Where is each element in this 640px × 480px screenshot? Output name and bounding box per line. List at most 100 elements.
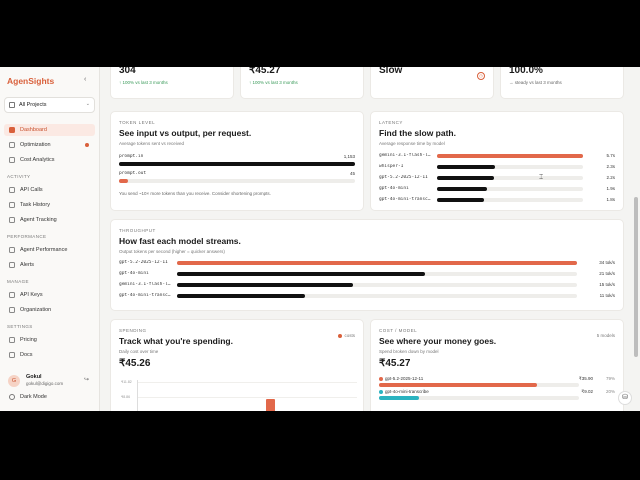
card-title: See where your money goes.: [379, 336, 497, 346]
sidebar-item-label: Optimization: [20, 142, 51, 148]
sidebar-item-label: Pricing: [20, 337, 37, 343]
kpi-value: Slow: [379, 67, 403, 76]
card-subtitle: Average tokens sent vs received: [119, 141, 184, 146]
kpi-card-calls: 304 ↑ 100% vs last 3 months: [110, 67, 234, 99]
latency-card: LATENCY Find the slow path. Average resp…: [370, 111, 624, 211]
sidebar-item-cost-analytics[interactable]: Cost Analytics: [4, 154, 95, 166]
app-viewport: AgenSights ‹ All Projects ⌄ Dashboard Op…: [0, 67, 640, 411]
logout-icon[interactable]: ↪: [84, 377, 90, 383]
section-label-activity: ACTIVITY: [7, 174, 31, 179]
token-level-card: TOKEN LEVEL See input vs output, per req…: [110, 111, 364, 211]
token-bar-track: [119, 179, 355, 183]
bar-fill[interactable]: [177, 261, 577, 265]
legend-label: costs: [344, 333, 355, 338]
cost-bar-fill[interactable]: [379, 396, 419, 400]
spending-total: ₹45.26: [119, 358, 151, 369]
card-title: See input vs output, per request.: [119, 128, 252, 138]
bar-fill[interactable]: [177, 272, 425, 276]
sidebar-item-label: Agent Performance: [20, 247, 68, 253]
y-tick-label: ₹8.86: [121, 395, 131, 399]
cost-row-label: gpt-4o-mini-transcribe: [385, 389, 429, 394]
kpi-trend: ↑ 100% vs last 3 months: [119, 80, 168, 85]
model-count: 5 models: [596, 333, 615, 338]
spending-bar[interactable]: [266, 399, 275, 411]
sidebar-item-agent-performance[interactable]: Agent Performance: [4, 244, 95, 256]
bar-row-label: gemini-3.1-flash-l…: [119, 282, 171, 287]
cost-bar-track: [379, 396, 579, 400]
sidebar-item-label: Docs: [20, 352, 33, 358]
sidebar-item-label: API Keys: [20, 292, 43, 298]
cost-total: ₹45.27: [379, 358, 411, 369]
dark-mode-toggle[interactable]: Dark Mode: [4, 394, 47, 400]
bar-track: [177, 272, 577, 276]
bar-fill[interactable]: [177, 294, 305, 298]
cost-row-pct: 20%: [605, 389, 615, 394]
spending-legend: costs: [338, 333, 355, 338]
cost-row-pct: 79%: [605, 376, 615, 381]
spending-card: SPENDING costs Track what you're spendin…: [110, 319, 364, 411]
card-title: Track what you're spending.: [119, 336, 233, 346]
cost-bar-fill[interactable]: [379, 383, 537, 387]
folder-icon: [9, 102, 15, 108]
card-eyebrow: LATENCY: [379, 120, 403, 125]
bar-row-label: gpt-5.2-2025-12-11: [379, 175, 428, 180]
y-tick-label: ₹11.82: [121, 380, 132, 384]
sidebar-item-alerts[interactable]: Alerts: [4, 259, 95, 271]
project-selector[interactable]: All Projects ⌄: [4, 97, 95, 113]
y-axis: [137, 380, 138, 411]
card-subtitle: Average response time by model: [379, 141, 445, 146]
bar-row-value: 34 tok/s: [599, 260, 615, 265]
sidebar-item-task-history[interactable]: Task History: [4, 199, 95, 211]
bar-fill[interactable]: [177, 283, 353, 287]
sidebar-item-docs[interactable]: Docs: [4, 349, 95, 361]
bar-fill[interactable]: [437, 176, 494, 180]
bar-row-value: 21 tok/s: [599, 271, 615, 276]
card-subtitle: Daily cost over time: [119, 349, 159, 354]
section-label-performance: PERFORMANCE: [7, 234, 47, 239]
bar-row-value: 15 tok/s: [599, 282, 615, 287]
throughput-card: THROUGHPUT How fast each model streams. …: [110, 219, 624, 311]
chat-widget-button[interactable]: ⛁: [618, 391, 632, 405]
bar-row-value: 2.3s: [606, 164, 615, 169]
sidebar-item-label: Task History: [20, 202, 50, 208]
bar-track: [437, 165, 583, 169]
bar-fill[interactable]: [437, 165, 496, 169]
card-title: How fast each model streams.: [119, 236, 241, 246]
sidebar-item-label: Agent Tracking: [20, 217, 57, 223]
sidebar-item-api-calls[interactable]: API Calls: [4, 184, 95, 196]
sidebar-item-dashboard[interactable]: Dashboard: [4, 124, 95, 136]
cost-row-value: ₹35.90: [578, 376, 593, 381]
kpi-card-cost: ₹45.27 ↑ 100% vs last 3 months: [240, 67, 364, 99]
key-icon: [9, 292, 15, 298]
bar-fill[interactable]: [437, 198, 484, 202]
sidebar-item-api-keys[interactable]: API Keys: [4, 289, 95, 301]
sidebar-item-pricing[interactable]: Pricing: [4, 334, 95, 346]
card-eyebrow: TOKEN LEVEL: [119, 120, 156, 125]
bar-row-value: 2.2s: [606, 175, 615, 180]
brand-logo[interactable]: AgenSights: [7, 76, 55, 86]
user-name: Gokul: [26, 374, 42, 380]
sidebar-item-optimization[interactable]: Optimization: [4, 139, 95, 151]
scrollbar[interactable]: [634, 197, 638, 357]
bar-fill[interactable]: [437, 154, 583, 158]
performance-icon: [9, 247, 15, 253]
kpi-card-success: 100.0% → steady vs last 3 months: [500, 67, 624, 99]
kpi-trend: ↑ 100% vs last 3 months: [249, 80, 298, 85]
cost-bar-track: [379, 383, 579, 387]
series-dot: [379, 377, 383, 381]
kpi-value: 304: [119, 67, 136, 76]
collapse-sidebar-icon[interactable]: ‹: [84, 76, 87, 83]
token-row-value: 1,153: [343, 154, 355, 159]
kpi-value: ₹45.27: [249, 67, 281, 76]
kpi-value: 100.0%: [509, 67, 543, 76]
bar-row-label: gpt-5.2-2025-12-11: [119, 260, 168, 265]
sidebar-item-organization[interactable]: Organization: [4, 304, 95, 316]
chevron-down-icon: ⌄: [85, 101, 90, 107]
token-note: You send ~10× more tokens than you recei…: [119, 191, 271, 196]
cost-model-card: COST / MODEL 5 models See where your mon…: [370, 319, 624, 411]
bar-fill[interactable]: [437, 187, 487, 191]
clock-icon: ◷: [477, 72, 485, 80]
user-profile[interactable]: G Gokul gokul@digigo.com ↪: [4, 370, 95, 392]
kpi-trend: → steady vs last 3 months: [509, 80, 562, 85]
sidebar-item-agent-tracking[interactable]: Agent Tracking: [4, 214, 95, 226]
